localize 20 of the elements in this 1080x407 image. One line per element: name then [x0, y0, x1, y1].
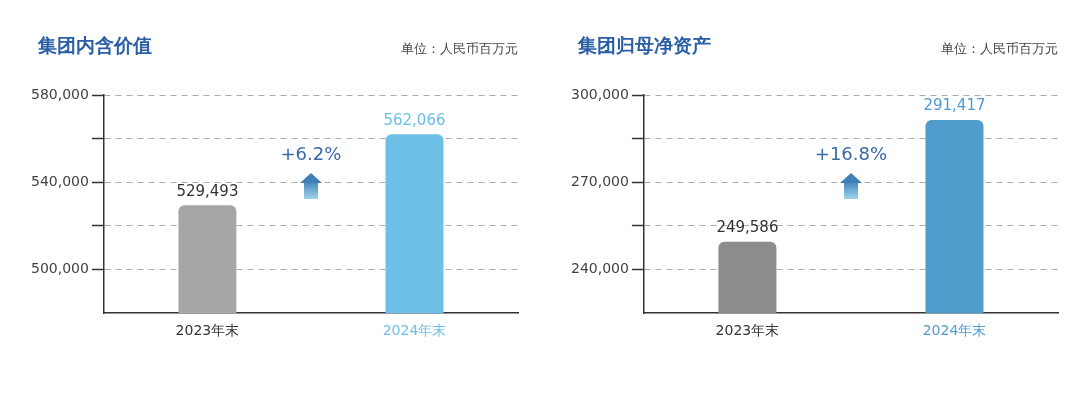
y-tick-label: 240,000	[570, 260, 629, 277]
data-label: 291,417	[923, 96, 986, 115]
y-tick-label: 580,000	[30, 85, 89, 102]
chart-subtitle: 单位：人民币百万元	[401, 40, 518, 58]
x-tick-label: 2023年末	[715, 322, 780, 339]
x-tick-label: 2024年末	[382, 322, 447, 339]
annotation: +16.8%	[814, 143, 888, 165]
y-tick-label: 540,000	[30, 172, 89, 189]
annotation: +6.2%	[280, 143, 342, 165]
chart-title: 集团归母净资产	[578, 33, 711, 58]
y-tick-label: 500,000	[30, 260, 89, 277]
x-tick-label: 2023年末	[175, 322, 240, 339]
y-tick-label: 300,000	[570, 85, 629, 102]
chart-subtitle: 单位：人民币百万元	[941, 40, 1058, 58]
data-label: 562,066	[383, 110, 446, 129]
chart-title: 集团内含价值	[38, 33, 152, 58]
y-tick-label: 270,000	[570, 172, 629, 189]
x-tick-label: 2024年末	[922, 322, 987, 339]
data-label: 249,586	[716, 218, 779, 237]
data-label: 529,493	[176, 181, 239, 200]
